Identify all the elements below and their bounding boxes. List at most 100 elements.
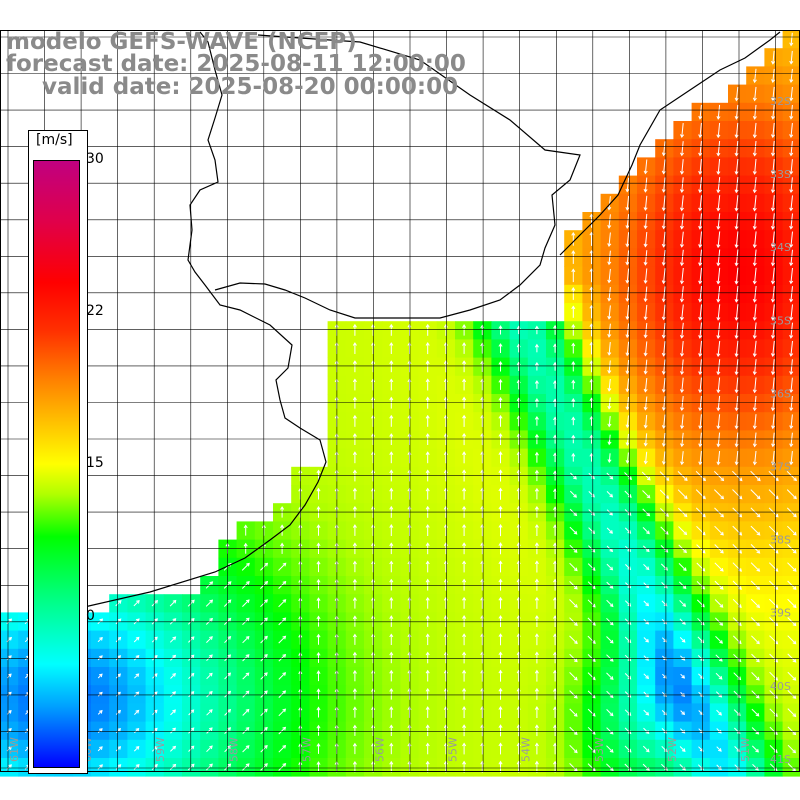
wind-direction-arrow [462,432,467,446]
wind-direction-arrow [734,322,739,340]
latitude-label: 34S [770,241,791,254]
wind-direction-arrow [606,690,614,699]
wind-direction-arrow [443,451,448,464]
wind-direction-arrow [6,764,12,770]
wind-direction-arrow [134,673,140,679]
wind-direction-arrow [571,268,576,283]
wind-direction-arrow [462,669,467,682]
wind-direction-arrow [679,377,684,394]
wind-direction-arrow [607,342,612,356]
wind-direction-arrow [571,434,576,444]
wind-direction-arrow [498,487,503,500]
wind-direction-arrow [571,416,576,426]
wind-direction-arrow [716,285,721,303]
wind-direction-arrow [352,633,357,645]
latitude-label: 39S [770,607,791,620]
wind-direction-arrow [462,633,467,646]
wind-direction-arrow [680,728,686,734]
wind-direction-arrow [698,286,703,303]
wind-direction-arrow [698,304,703,321]
coastline-east [214,34,581,319]
wind-direction-arrow [97,691,103,697]
wind-direction-arrow [606,527,613,534]
wind-direction-arrow [789,86,794,102]
wind-direction-arrow [734,177,739,194]
wind-direction-arrow [389,688,394,700]
wind-direction-arrow [389,706,394,718]
wind-direction-arrow [151,745,158,752]
wind-direction-arrow [698,249,703,267]
wind-direction-arrow [170,691,176,698]
wind-direction-arrow [169,636,177,643]
wind-direction-arrow [625,195,630,211]
wind-direction-arrow [389,596,394,609]
wind-direction-arrow [607,323,612,338]
wind-direction-arrow [352,360,357,373]
wind-direction-arrow [679,396,684,412]
wind-direction-arrow [462,687,467,700]
wind-direction-arrow [97,728,103,733]
wind-direction-arrow [679,637,686,643]
wind-direction-arrow [115,655,122,661]
wind-direction-arrow [206,727,213,734]
wind-direction-arrow [534,380,539,389]
wind-direction-arrow [316,487,321,500]
wind-direction-arrow [786,489,797,500]
wind-direction-arrow [698,395,703,412]
wind-direction-arrow [97,673,103,679]
wind-direction-arrow [425,487,430,500]
wind-direction-arrow [407,742,412,755]
wind-direction-arrow [787,671,797,681]
wind-direction-arrow [569,763,578,772]
wind-direction-arrow [625,286,630,302]
wind-direction-arrow [606,599,614,608]
wind-direction-arrow [789,267,794,285]
wind-direction-arrow [569,635,578,645]
wind-direction-arrow [498,414,503,427]
wind-direction-arrow [569,672,578,681]
wind-direction-arrow [115,728,121,734]
wind-direction-arrow [734,377,739,394]
wind-direction-arrow [680,710,686,716]
wind-direction-arrow [407,669,412,682]
wind-direction-arrow [462,360,467,373]
wind-direction-arrow [643,414,648,429]
wind-direction-arrow [606,563,614,571]
wind-direction-arrow [643,286,648,303]
wind-direction-arrow [371,706,376,718]
wind-direction-arrow [698,104,703,120]
wind-direction-arrow [789,395,794,412]
wind-direction-arrow [643,673,650,680]
wind-direction-arrow [771,68,776,84]
wind-direction-arrow [643,213,648,230]
colorbar-tick-max: 30 [86,151,104,167]
wind-direction-arrow [443,687,448,700]
wind-direction-arrow [407,760,412,773]
wind-direction-arrow [716,395,721,412]
wind-direction-arrow [352,396,357,409]
wind-direction-arrow [642,490,651,499]
wind-direction-arrow [371,669,376,682]
wind-direction-arrow [714,562,724,572]
latitude-label: 36S [770,387,791,400]
wind-direction-arrow [316,524,321,536]
wind-direction-arrow [734,285,739,303]
wind-direction-arrow [716,158,721,175]
wind-direction-arrow [750,525,761,536]
wind-direction-arrow [242,727,250,735]
wind-direction-arrow [789,177,794,194]
wind-direction-arrow [352,597,357,609]
wind-direction-arrow [278,672,287,680]
wind-direction-arrow [661,195,666,212]
wind-direction-arrow [752,86,757,102]
wind-direction-arrow [534,415,539,426]
wind-direction-arrow [789,322,794,339]
wind-direction-arrow [734,450,739,466]
wind-direction-arrow [151,763,158,770]
wind-direction-arrow [679,267,684,285]
wind-direction-arrow [789,213,794,230]
wind-direction-arrow [425,360,430,373]
wind-direction-arrow [534,651,539,664]
wind-direction-arrow [389,323,394,336]
wind-direction-arrow [116,691,121,697]
